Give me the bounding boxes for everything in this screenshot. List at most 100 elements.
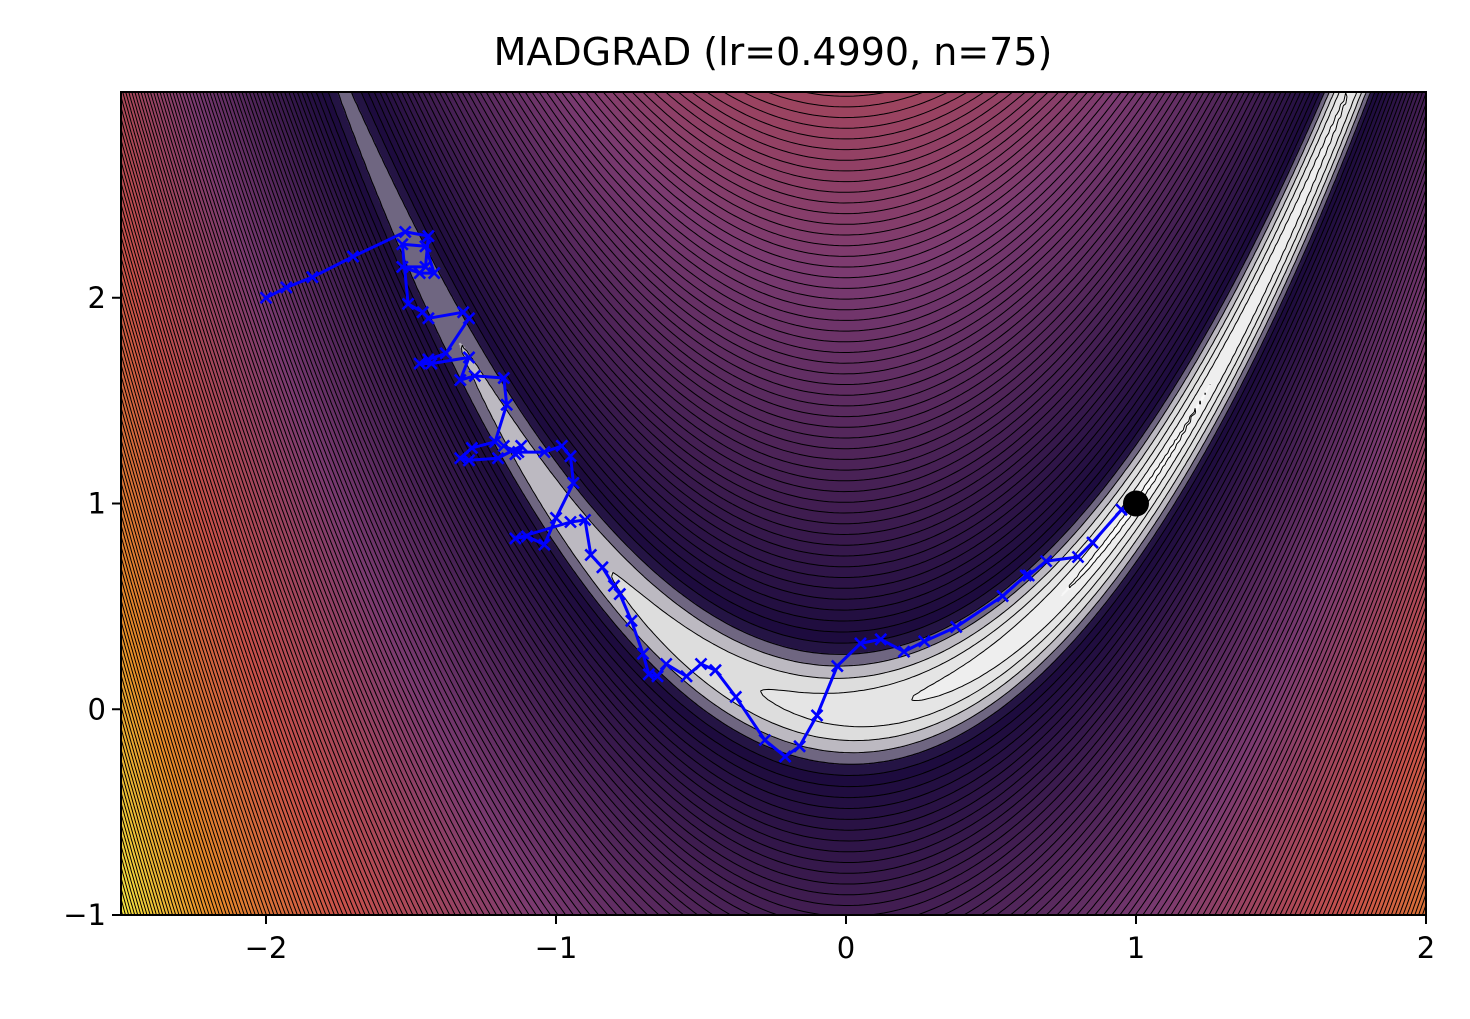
- path-marker: [421, 229, 435, 243]
- y-tick-label: 0: [88, 692, 106, 726]
- contour-line-107: [121, 567, 227, 915]
- contour-line-111: [121, 610, 213, 915]
- contour-line-7: [321, 92, 1380, 788]
- y-tick-label: 2: [88, 281, 106, 315]
- y-tick-label: 1: [88, 487, 106, 521]
- contour-line-50: [159, 92, 1426, 915]
- contour-line-67: [121, 139, 1426, 915]
- contour-line-116: [121, 663, 196, 915]
- contour-line-56: [140, 92, 1426, 915]
- contour-line-73: [121, 203, 1426, 915]
- path-marker: [497, 371, 511, 385]
- contour-line-76: [121, 236, 1426, 915]
- contour-line-131: [121, 824, 148, 915]
- contour-line-41: [188, 92, 1426, 915]
- contour-line-6: [327, 92, 1376, 776]
- contour-line-28: [234, 92, 1426, 915]
- contour-line-20: [264, 92, 1426, 915]
- contour-line-46: [172, 92, 1426, 915]
- contour-line-99: [121, 482, 256, 915]
- path-marker: [346, 250, 360, 264]
- contour-line-78: [121, 257, 1426, 915]
- contour-line-3: [611, 92, 1363, 742]
- contour-line-118: [121, 685, 190, 915]
- contour-line-138: [121, 898, 126, 915]
- path-marker: [439, 346, 453, 360]
- contour-line-130: [121, 813, 151, 915]
- path-marker: [595, 560, 609, 574]
- path-marker: [636, 647, 650, 661]
- path-marker: [613, 587, 627, 601]
- contour-line-25: [245, 92, 1426, 915]
- contour-line-62: [122, 92, 1426, 915]
- x-tick-label: 1: [1127, 931, 1145, 965]
- contour-line-81: [121, 289, 1426, 915]
- path-marker: [793, 739, 807, 753]
- contour-line-13: [292, 92, 1404, 853]
- contour-line-8: [315, 92, 1384, 799]
- path-marker: [564, 449, 577, 463]
- contour-line-66: [121, 128, 1426, 915]
- contour-line-12: [296, 92, 1400, 842]
- path-marker: [778, 750, 792, 763]
- path-marker: [1022, 569, 1036, 582]
- contour-line-117: [121, 674, 193, 915]
- path-marker: [709, 663, 722, 677]
- path-marker: [537, 538, 551, 552]
- contour-line-10: [305, 92, 1392, 820]
- path-marker: [1071, 550, 1085, 564]
- contour-line-74: [121, 214, 1426, 915]
- path-marker: [462, 453, 476, 467]
- contour-line-47: [169, 92, 1426, 915]
- path-marker: [1086, 536, 1099, 550]
- contour-line-44: [178, 92, 1426, 915]
- x-tick-label: 0: [837, 931, 855, 965]
- contour-line-91: [121, 396, 1426, 915]
- contour-line-127: [121, 781, 161, 915]
- contour-line-124: [121, 749, 170, 915]
- path-marker: [468, 369, 482, 383]
- contour-line-29: [230, 92, 1426, 915]
- contour-line-72: [121, 193, 1426, 915]
- contour-line-38: [199, 92, 1426, 915]
- contour-line-51: [156, 92, 1426, 915]
- contour-line-35: [209, 92, 1426, 915]
- contour-line-93: [121, 417, 1426, 915]
- contour-line-101: [121, 503, 249, 915]
- path-marker: [500, 398, 514, 412]
- path-marker: [659, 657, 673, 671]
- contour-line-94: [121, 428, 1426, 915]
- path-marker: [419, 239, 432, 253]
- path-marker: [508, 532, 522, 545]
- contour-line-53: [149, 92, 1426, 915]
- contour-line-119: [121, 695, 186, 915]
- contour-line-64: [121, 107, 1426, 915]
- contour-line-104: [121, 535, 238, 915]
- path-marker: [758, 733, 772, 747]
- contour-line-23: [252, 92, 1426, 915]
- contour-line-4: [460, 92, 1367, 754]
- path-marker: [305, 270, 319, 284]
- contour-line-80: [121, 278, 1426, 915]
- path-marker: [680, 669, 693, 683]
- path-marker: [537, 445, 551, 459]
- path-marker: [996, 589, 1010, 603]
- contour-line-19: [268, 92, 1426, 915]
- contour-line-110: [121, 599, 217, 915]
- contour-line-106: [121, 556, 231, 915]
- chart-title: MADGRAD (lr=0.4990, n=75): [494, 30, 1053, 74]
- path-marker: [424, 357, 438, 371]
- contour-line-134: [121, 856, 139, 915]
- contour-line-83: [121, 310, 1426, 915]
- contour-line-82: [121, 300, 1426, 915]
- contour-line-26: [241, 92, 1426, 915]
- contour-line-89: [121, 375, 1426, 915]
- contour-line-58: [134, 92, 1426, 915]
- contour-line-105: [121, 546, 234, 915]
- contour-line-70: [121, 171, 1426, 915]
- minimum-point: [1123, 490, 1149, 517]
- path-marker: [874, 632, 888, 646]
- contour-line-54: [146, 92, 1426, 915]
- path-marker: [584, 548, 598, 562]
- path-marker: [401, 297, 415, 311]
